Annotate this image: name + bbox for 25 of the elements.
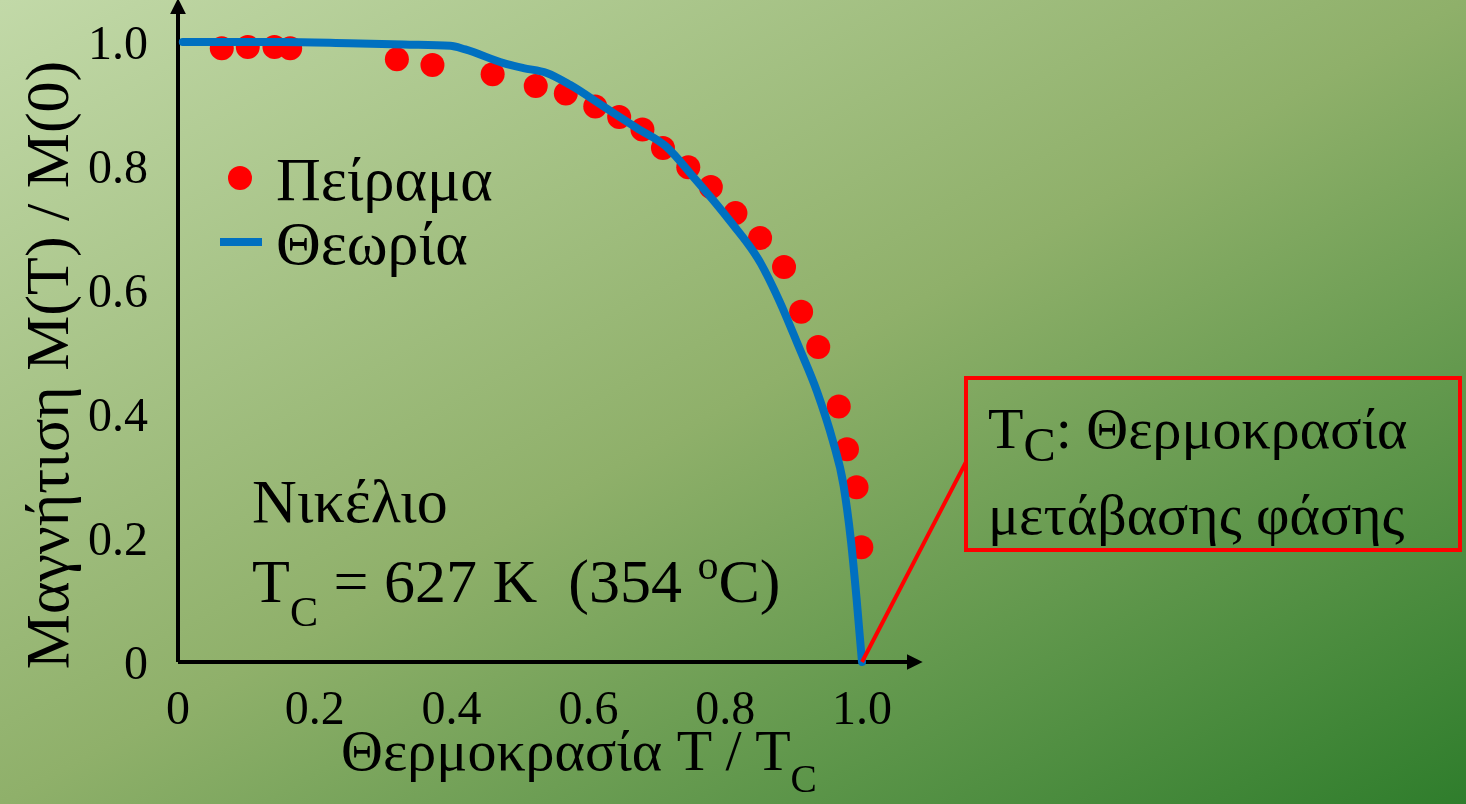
y-tick-label: 0.4 xyxy=(88,387,148,441)
point xyxy=(480,62,505,87)
annotation: T$_{C}$ = 627 K (354 $^{o}$C) xyxy=(252,540,781,635)
y-tick-label: 0.6 xyxy=(88,263,148,317)
point xyxy=(806,335,831,360)
point xyxy=(748,225,773,250)
point xyxy=(826,394,851,419)
y-tick-label: 0 xyxy=(124,635,148,689)
y-tick-label: 0.2 xyxy=(88,511,148,565)
x-tick-label: 1.0 xyxy=(832,681,892,734)
y-tick-label: 0.8 xyxy=(88,139,148,193)
point xyxy=(772,255,797,280)
y-axis-title: Μαγνήτιση M(T) / M(0) xyxy=(13,60,82,670)
point xyxy=(420,52,445,77)
point xyxy=(844,475,869,500)
annotation: Νικέλιο xyxy=(252,467,448,535)
y-tick-label: 1.0 xyxy=(88,15,148,69)
point xyxy=(523,74,548,98)
x-tick-label: 0 xyxy=(166,681,190,734)
annotation: T$_{C}$: Θερμοκρασία μετάβασης φάσης xyxy=(988,395,1409,548)
point xyxy=(789,299,814,324)
x-tick-label: 0.2 xyxy=(284,681,345,734)
point xyxy=(384,47,409,72)
legend-label: Πείραμα xyxy=(276,145,493,214)
x-tick-label: 0.6 xyxy=(558,681,619,734)
